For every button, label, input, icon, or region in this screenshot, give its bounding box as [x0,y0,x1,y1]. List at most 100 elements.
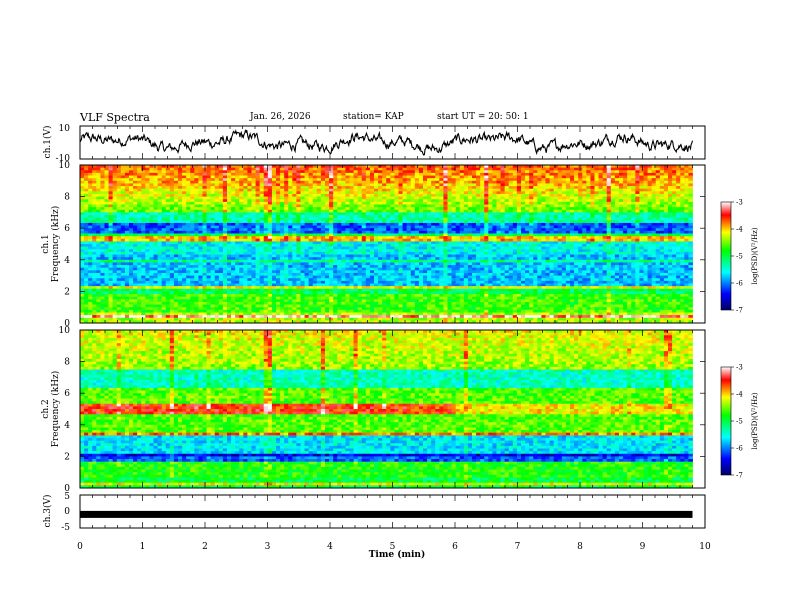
ch1-spec-cell [161,307,167,311]
ch1-spec-cell [320,165,326,169]
ch1-spec-cell [280,228,285,232]
ch1-spec-cell [120,244,126,248]
ch1-spec-cell [227,246,232,250]
ch1-spec-cell [316,267,322,271]
ch1-spec-cell [378,272,383,276]
ch1-spec-cell [124,217,130,221]
ch1-spec-cell [320,251,326,255]
ch1-spec-cell [227,217,232,221]
ch1-spec-cell [369,251,375,255]
ch1-spec-cell [349,191,354,195]
ch1-spec-cell [137,270,142,274]
ch1-spec-cell [153,178,158,182]
ch1-spec-cell [239,165,244,169]
ch1-spec-cell [276,186,281,190]
ch1-spec-cell [394,167,399,171]
ch1-spec-cell [263,312,269,316]
ch1-spec-cell [210,320,216,323]
ch1-spec-cell [80,294,85,298]
ch1-spec-cell [161,288,167,292]
ch1-spec-cell [149,207,154,211]
ch1-spec-cell [239,201,244,205]
ch1-spec-cell [276,294,281,298]
ch1-spec-cell [202,307,207,311]
ch1-spec-cell [288,196,293,200]
ch1-spec-cell [361,278,367,282]
ch1-spec-cell [231,304,236,308]
ch1-spec-cell [345,288,350,292]
ch1-spec-cell [161,254,167,258]
ch1-spec-cell [292,272,297,276]
ch1-spec-cell [124,228,130,232]
ch1-spec-cell [382,251,387,255]
ch1-spec-cell [320,270,326,274]
ch1-spec-cell [112,244,118,248]
ch1-spec-cell [349,170,354,174]
ch1-spec-cell [141,294,146,298]
ch1-spec-cell [406,275,412,279]
ch1-spec-cell [271,170,277,174]
ch1-spec-cell [247,312,252,316]
ch1-spec-cell [259,315,265,319]
ch1-spec-cell [259,207,265,211]
ch1-spec-cell [157,244,163,248]
ch1-spec-cell [161,320,167,323]
ch1-spec-cell [190,196,195,200]
ch1-spec-cell [280,262,285,266]
ch1-spec-cell [394,249,399,253]
ch1-spec-cell [92,278,97,282]
ch1-spec-cell [165,172,171,176]
ch1-spec-cell [325,183,330,187]
ch1-spec-cell [190,180,195,184]
ch1-spec-cell [406,165,412,169]
ch1-spec-cell [365,254,371,258]
ch1-spec-cell [198,317,203,321]
ch1-spec-cell [218,186,224,190]
ch1-spec-cell [194,307,199,311]
ch1-spec-cell [112,307,118,311]
ch1-spec-cell [116,233,122,237]
ch1-spec-cell [394,222,399,226]
ch1-spec-cell [206,215,212,219]
ch1-spec-cell [365,320,371,323]
ch1-spec-cell [239,294,244,298]
ch1-spec-cell [169,280,175,284]
ch1-spec-cell [329,265,334,269]
ch1-spec-cell [161,257,167,261]
ch1-spec-cell [235,228,240,232]
ch1-spec-cell [96,215,101,219]
ch1-spec-cell [129,294,134,298]
ch1-spec-cell [386,222,391,226]
ch1-spec-cell [292,320,297,323]
ch1-spec-cell [263,172,269,176]
ch1-spec-cell [169,254,175,258]
ch1-spec-cell [100,188,105,192]
ch1-spec-cell [316,222,322,226]
ch1-spec-cell [267,296,273,300]
ch1-spec-cell [276,309,281,313]
station-label: station= KAP [343,112,404,122]
ch1-spec-cell [304,259,310,263]
ch1-spec-cell [92,183,97,187]
ch1-spec-cell [259,175,265,179]
ch1-spec-cell [92,191,97,195]
ch1-spec-cell [80,204,85,208]
ch1-spec-cell [292,241,297,245]
ch1-spec-cell [369,257,375,261]
ch1-spec-cell [357,304,363,308]
ch1-spec-cell [320,236,326,240]
ch1-spec-cell [320,246,326,250]
ch1-spec-cell [316,265,322,269]
ch1-spec-cell [259,199,265,203]
ch1-spec-cell [104,294,109,298]
ch1-spec-cell [255,286,261,290]
ch1-spec-cell [124,286,130,290]
ch1-spec-cell [349,228,354,232]
ch1-spec-cell [100,165,105,169]
ch1-spec-cell [100,241,105,245]
ch1-spec-cell [92,259,97,263]
ch1-spec-cell [288,304,293,308]
ch1-spec-cell [243,301,248,305]
ch1-spec-cell [374,175,379,179]
ch1-spec-cell [369,291,375,295]
